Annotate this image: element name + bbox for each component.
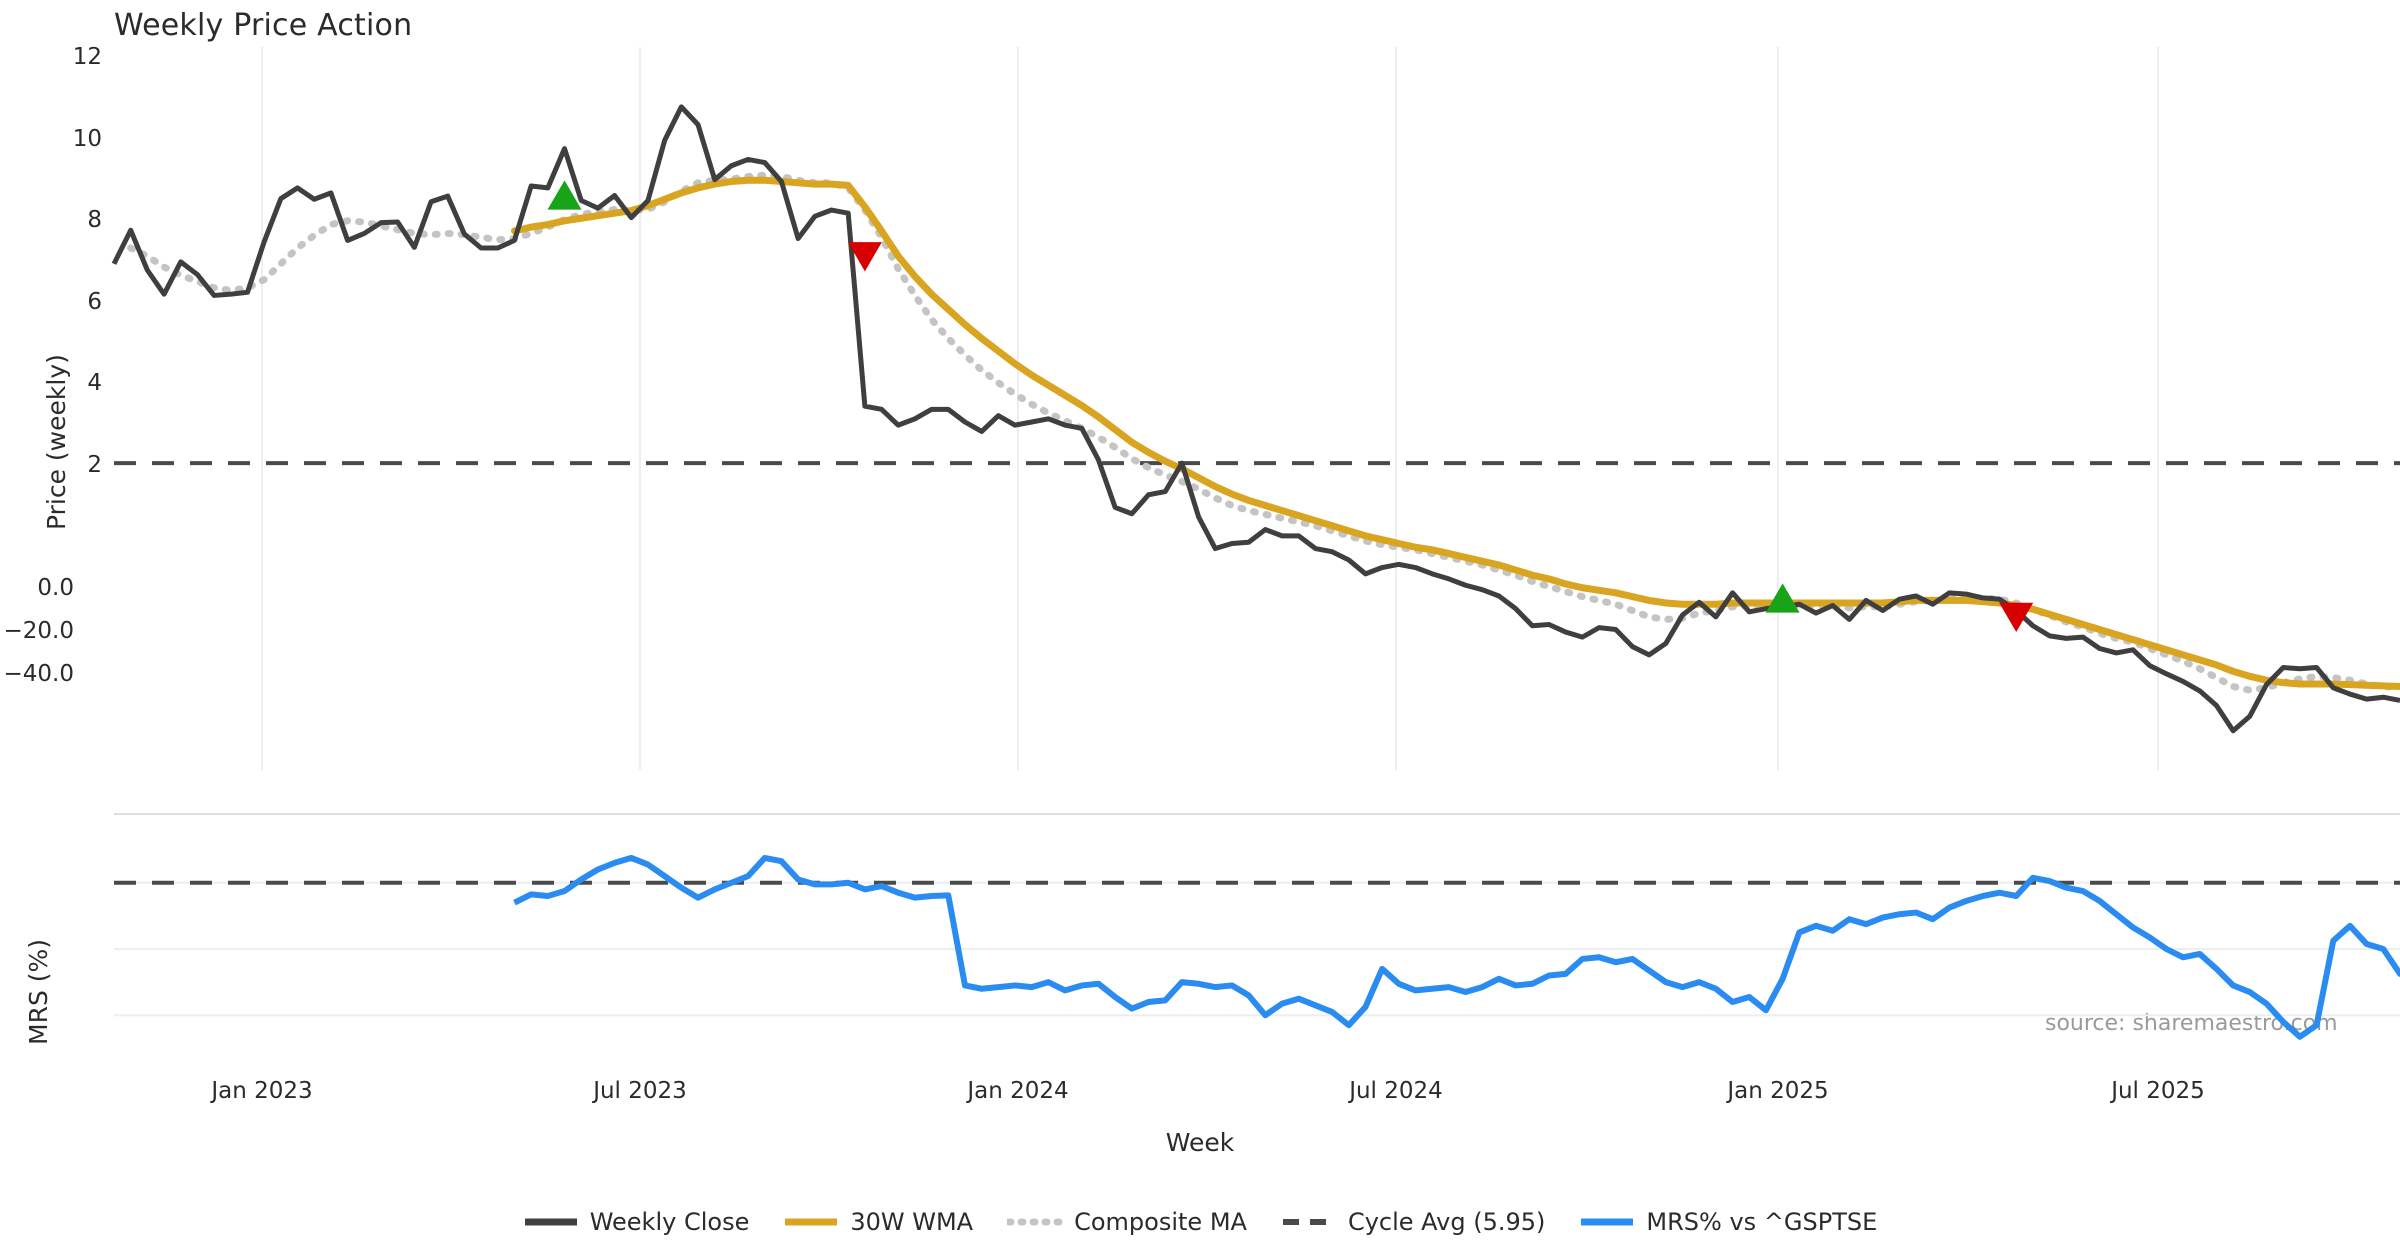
- legend-item-3[interactable]: Cycle Avg (5.95): [1281, 1208, 1545, 1236]
- page-title: Weekly Price Action: [114, 8, 413, 43]
- buy-marker-icon: [1765, 583, 1800, 613]
- legend-label: Composite MA: [1074, 1208, 1247, 1236]
- mrs-ytick-m20: −20.0: [3, 618, 74, 644]
- price-ytick-6: 6: [87, 289, 102, 315]
- legend-label: 30W WMA: [850, 1208, 974, 1236]
- xtick-jul-2025: Jul 2025: [2111, 1078, 2205, 1104]
- mrs-ytick-m40: −40.0: [3, 661, 74, 687]
- legend-swatch-icon: [1282, 1219, 1335, 1225]
- price-panel: [111, 47, 2400, 770]
- sell-marker-icon: [1999, 602, 2034, 632]
- legend-item-2[interactable]: Composite MA: [1007, 1208, 1247, 1236]
- legend-label: Weekly Close: [589, 1208, 750, 1236]
- composite-ma-line: [127, 171, 2400, 694]
- price-ytick-4: 4: [87, 370, 102, 396]
- legend-item-4[interactable]: MRS% vs ^GSPTSE: [1579, 1208, 1877, 1236]
- legend-label: MRS% vs ^GSPTSE: [1646, 1208, 1878, 1236]
- mrs-panel: [114, 813, 2400, 1040]
- xtick-jul-2024: Jul 2024: [1349, 1078, 1443, 1104]
- legend-item-1[interactable]: 30W WMA: [783, 1208, 973, 1236]
- chart-legend: Weekly Close 30W WMA Composite MA Cycle Avg…: [0, 1208, 2400, 1236]
- buy-marker-icon: [547, 180, 582, 210]
- sell-marker-icon: [847, 242, 882, 272]
- legend-item-0[interactable]: Weekly Close: [523, 1208, 750, 1236]
- legend-label: Cycle Avg (5.95): [1347, 1208, 1546, 1236]
- price-ytick-12: 12: [72, 44, 102, 70]
- price-ytick-2: 2: [87, 452, 102, 478]
- xtick-jan-2024: Jan 2024: [967, 1078, 1069, 1104]
- legend-swatch-icon: [1581, 1218, 1634, 1226]
- legend-swatch-icon: [524, 1218, 577, 1226]
- xtick-jan-2023: Jan 2023: [211, 1078, 313, 1104]
- wma-line: [510, 176, 2400, 690]
- legend-swatch-icon: [785, 1218, 838, 1226]
- mrs-ytick-0: 0.0: [37, 575, 74, 601]
- price-ytick-8: 8: [87, 207, 102, 233]
- mrs-line: [513, 854, 2400, 1040]
- legend-swatch-icon: [1007, 1218, 1064, 1226]
- price-ytick-10: 10: [72, 126, 102, 152]
- xtick-jan-2025: Jan 2025: [1727, 1078, 1829, 1104]
- x-axis-label: Week: [1165, 1128, 1235, 1157]
- xtick-jul-2023: Jul 2023: [593, 1078, 687, 1104]
